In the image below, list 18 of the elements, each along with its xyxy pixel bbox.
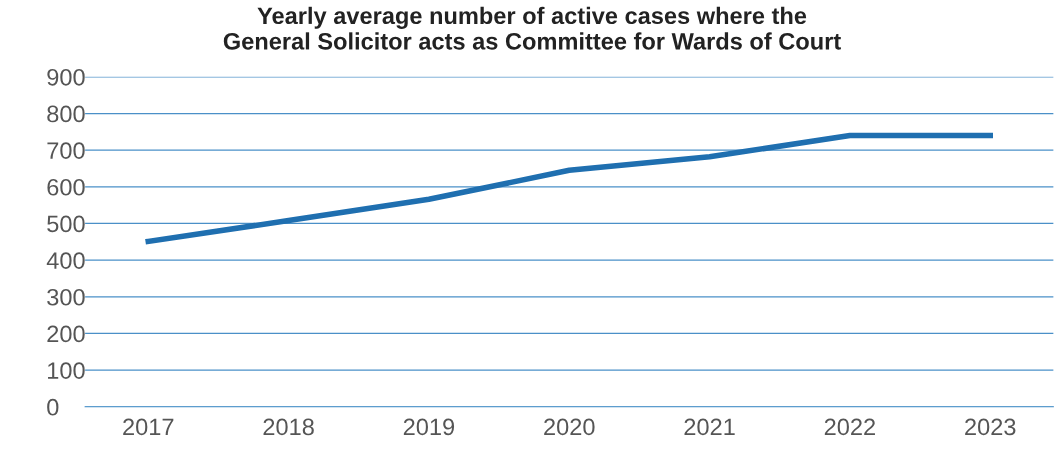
chart-title: Yearly average number of active cases where the General Solicitor acts as Committee for Wards of Court [223, 6, 841, 50]
x-tick-label: 2020 [544, 418, 595, 436]
y-tick-label: 700 [47, 142, 85, 159]
x-tick-label: 2017 [123, 418, 174, 436]
y-tick-label: 200 [47, 325, 85, 343]
y-tick-label: 500 [47, 215, 85, 233]
x-tick-label: 2021 [684, 418, 735, 436]
y-tick-label: 0 [47, 398, 59, 416]
y-tick-label: 100 [48, 362, 85, 379]
x-tick-label: 2019 [403, 418, 455, 436]
y-tick-label: 400 [46, 252, 85, 269]
y-tick-label: 600 [47, 178, 85, 196]
x-tick-label: 2023 [965, 418, 1016, 436]
y-tick-label: 800 [47, 105, 85, 123]
x-tick-label: 2018 [263, 418, 314, 436]
y-tick-label: 300 [47, 288, 85, 306]
y-tick-label: 900 [47, 68, 85, 86]
x-tick-label: 2022 [824, 418, 875, 436]
